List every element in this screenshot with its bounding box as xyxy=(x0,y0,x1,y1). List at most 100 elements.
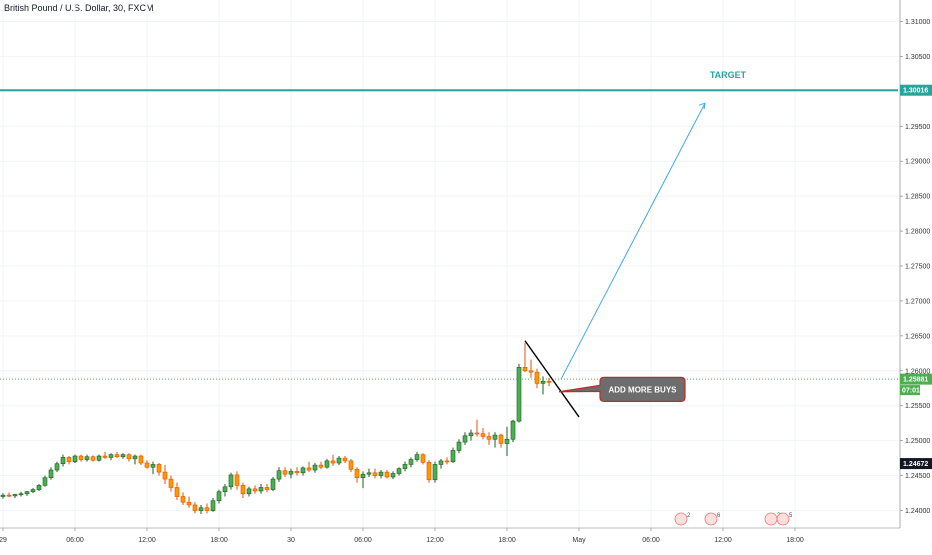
candle-body xyxy=(468,432,474,437)
candle xyxy=(234,471,240,490)
candle-body xyxy=(498,434,504,444)
candle-body xyxy=(456,441,462,451)
candle xyxy=(120,453,126,459)
candle xyxy=(6,492,12,498)
candle-body xyxy=(66,457,72,462)
candle-body xyxy=(150,464,156,468)
candle xyxy=(216,489,222,504)
candle-body xyxy=(36,485,42,490)
candle-body xyxy=(318,464,324,468)
candle-body xyxy=(546,380,552,383)
candle xyxy=(204,503,210,514)
drawings: ADD MORE BUYS xyxy=(524,102,706,418)
candle-body xyxy=(168,478,174,488)
price-tick-label: 1.30500 xyxy=(905,54,930,61)
flag-circle xyxy=(674,512,688,526)
candle xyxy=(90,455,96,462)
time-axis[interactable]: 29 06:00 12:00 18:00 30 06:00 12:00 18:00 May 06:… xyxy=(0,527,932,550)
candle xyxy=(390,471,396,480)
candle-body xyxy=(228,474,234,488)
candle-body xyxy=(126,454,132,460)
candle xyxy=(288,468,294,479)
candle xyxy=(192,502,198,514)
candle xyxy=(180,492,186,505)
candle-body xyxy=(396,468,402,474)
price-tick-label: 1.29500 xyxy=(905,124,930,131)
candle xyxy=(354,467,360,483)
price-tick-label: 1.26000 xyxy=(905,368,930,375)
candle xyxy=(348,458,354,473)
candle xyxy=(30,488,36,494)
candle xyxy=(366,468,372,477)
candle-body xyxy=(84,456,90,460)
candle xyxy=(456,439,462,454)
candle xyxy=(264,483,270,493)
candle xyxy=(420,453,426,465)
price-tick-label: 1.31000 xyxy=(905,19,930,26)
price-tick-label: 1.28000 xyxy=(905,229,930,236)
candle xyxy=(222,483,228,497)
time-tick-label: 06:00 xyxy=(66,537,84,544)
last-price-tag-text: 1.24672 xyxy=(903,461,928,468)
candle-body xyxy=(192,504,198,511)
candle-body xyxy=(342,457,348,462)
candle-body xyxy=(516,367,522,422)
candle-body xyxy=(432,464,438,481)
candle xyxy=(48,467,54,480)
candle xyxy=(270,476,276,491)
candle-body xyxy=(504,438,510,444)
candle-body xyxy=(360,473,366,478)
candle xyxy=(60,454,66,467)
candle xyxy=(396,467,402,476)
candle xyxy=(336,456,342,466)
candle xyxy=(324,458,330,469)
candle xyxy=(312,463,318,473)
candle xyxy=(378,470,384,479)
candle-body xyxy=(336,457,342,464)
candle-body xyxy=(294,471,300,474)
candle-body xyxy=(120,454,126,458)
candle-body xyxy=(90,456,96,461)
candle-body xyxy=(450,450,456,462)
candle xyxy=(54,461,60,473)
event-flag-icon: 2 xyxy=(674,512,691,526)
candle-body xyxy=(54,463,60,471)
candle-body xyxy=(0,494,6,497)
candle xyxy=(132,454,138,465)
price-tick-label: 1.26500 xyxy=(905,333,930,340)
candle-body xyxy=(324,460,330,468)
candle-body xyxy=(210,500,216,511)
price-levels: TARGET xyxy=(0,70,898,380)
candle-body xyxy=(384,471,390,478)
candle xyxy=(276,467,282,482)
event-count: 2 xyxy=(687,513,691,519)
candle-body xyxy=(258,487,264,492)
candle-body xyxy=(30,489,36,492)
flag-circle xyxy=(776,512,790,526)
price-axis[interactable]: 1.310001.305001.300001.295001.290001.285… xyxy=(899,0,932,550)
candle-body xyxy=(354,469,360,478)
candle xyxy=(480,428,486,440)
candle-body xyxy=(300,467,306,474)
candle-body xyxy=(114,454,120,458)
candle-body xyxy=(102,455,108,458)
candle-body xyxy=(330,460,336,464)
current-price-tag-text: 1.25881 xyxy=(903,377,928,384)
candle-body xyxy=(414,454,420,460)
candle-body xyxy=(186,501,192,506)
time-tick-label: 30 xyxy=(287,537,295,544)
event-count: 5 xyxy=(789,513,793,519)
candle xyxy=(96,454,102,462)
candle-body xyxy=(420,454,426,463)
candle-body xyxy=(216,491,222,502)
current-price-tag-countdown-bg xyxy=(900,385,920,396)
candle-body xyxy=(474,432,480,435)
candle xyxy=(42,475,48,487)
candle xyxy=(144,460,150,469)
time-tick-label: 12:00 xyxy=(138,537,156,544)
candle-body xyxy=(246,488,252,495)
candle-body xyxy=(486,436,492,440)
candle-body xyxy=(480,433,486,437)
